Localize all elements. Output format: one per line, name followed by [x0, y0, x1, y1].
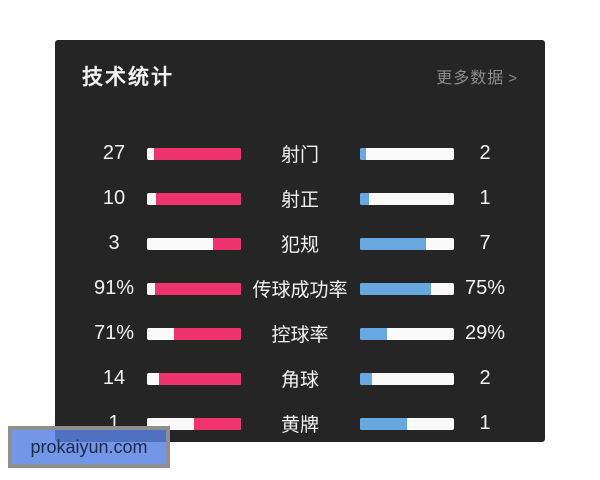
home-bar [147, 372, 241, 385]
away-bar-fill [360, 192, 369, 205]
stat-row-pass-accuracy: 91% 传球成功率 75% [55, 266, 545, 311]
stat-label: 角球 [280, 370, 319, 391]
stat-rows: 27 射门 2 10 射正 1 3 犯规 7 91% 传球成功率 75% [55, 131, 545, 446]
home-value: 27 [102, 142, 126, 164]
panel-title: 技术统计 [82, 66, 174, 89]
away-bar-fill [360, 282, 431, 295]
away-value: 75% [464, 277, 506, 299]
more-data-label: 更多数据 [436, 70, 505, 87]
away-value: 2 [479, 142, 491, 164]
home-bar-fill [212, 237, 241, 250]
home-value: 1 [108, 412, 120, 434]
home-bar [147, 282, 241, 295]
home-bar [147, 192, 241, 205]
away-bar [360, 417, 454, 430]
stat-label: 射门 [280, 145, 319, 166]
home-bar-fill [155, 282, 241, 295]
home-bar [147, 237, 241, 250]
home-bar-fill [174, 327, 241, 340]
chevron-right-icon: > [508, 70, 518, 87]
away-bar [360, 327, 454, 340]
watermark: prokaiyun.com [8, 426, 170, 468]
away-value: 1 [479, 412, 491, 434]
stat-label: 传球成功率 [252, 280, 348, 301]
home-bar-fill [194, 417, 241, 430]
away-bar [360, 237, 454, 250]
away-bar-fill [360, 417, 407, 430]
home-bar [147, 327, 241, 340]
stat-label: 犯规 [280, 235, 319, 256]
home-value: 10 [102, 187, 126, 209]
home-bar [147, 417, 241, 430]
away-value: 29% [464, 322, 506, 344]
away-bar [360, 282, 454, 295]
home-bar-fill [155, 192, 241, 205]
watermark-text: prokaiyun.com [30, 436, 148, 457]
home-value: 14 [102, 367, 126, 389]
away-value: 7 [479, 232, 491, 254]
stat-row-possession: 71% 控球率 29% [55, 311, 545, 356]
stat-label: 射正 [280, 190, 319, 211]
away-bar [360, 372, 454, 385]
home-value: 71% [93, 322, 135, 344]
stat-row-shots-on-target: 10 射正 1 [55, 176, 545, 221]
home-bar-fill [153, 147, 241, 160]
home-value: 91% [93, 277, 135, 299]
away-bar [360, 192, 454, 205]
home-bar [147, 147, 241, 160]
stats-panel: 技术统计 更多数据 > 27 射门 2 10 射正 1 3 犯规 7 91% [55, 40, 545, 442]
away-bar-fill [360, 372, 372, 385]
stat-row-corners: 14 角球 2 [55, 356, 545, 401]
home-bar-fill [158, 372, 241, 385]
more-data-link[interactable]: 更多数据 > [436, 64, 518, 88]
away-bar-fill [360, 327, 388, 340]
away-bar-fill [360, 237, 426, 250]
stat-label: 黄牌 [280, 415, 319, 436]
away-value: 1 [479, 187, 491, 209]
away-bar [360, 147, 454, 160]
stat-row-shots: 27 射门 2 [55, 131, 545, 176]
stat-label: 控球率 [271, 325, 329, 346]
home-value: 3 [108, 232, 120, 254]
stat-row-fouls: 3 犯规 7 [55, 221, 545, 266]
away-bar-fill [360, 147, 367, 160]
panel-header: 技术统计 更多数据 > [55, 40, 545, 91]
away-value: 2 [479, 367, 491, 389]
stat-row-yellow-cards: 1 黄牌 1 [55, 401, 545, 446]
